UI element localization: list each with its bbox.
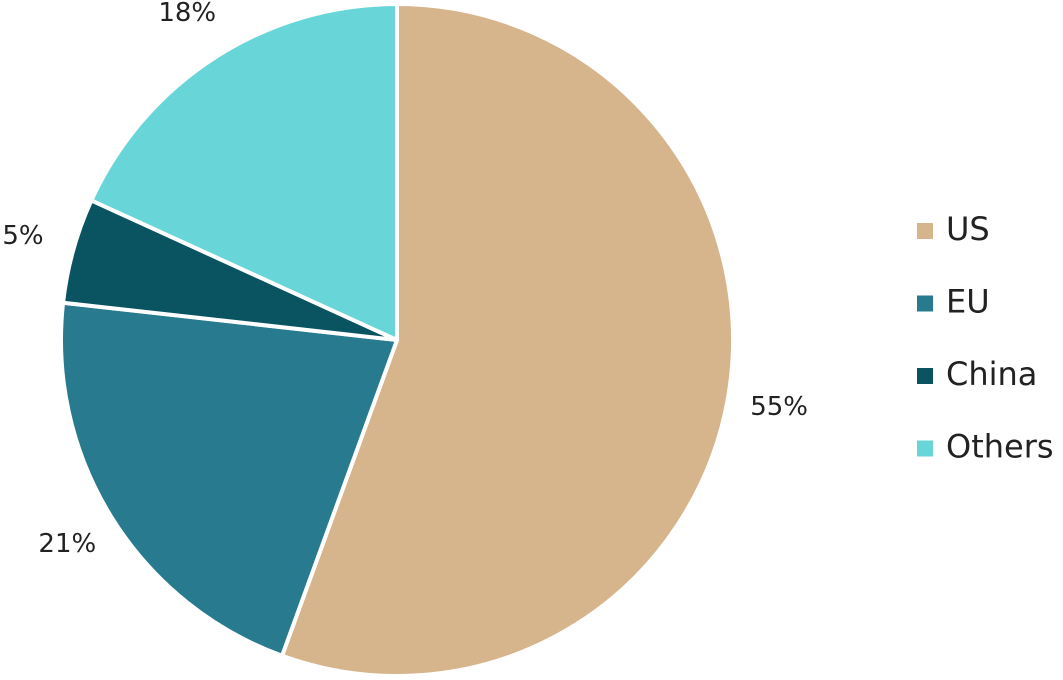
pie-slice (280, 2, 735, 678)
legend-swatch (917, 368, 933, 384)
pie-slice (59, 300, 399, 658)
legend-swatch (917, 295, 933, 312)
legend-label: US (946, 210, 990, 248)
pie-slice (89, 2, 399, 342)
value-label: 18% (158, 0, 216, 28)
legend-label: China (946, 355, 1037, 393)
legend-swatch (917, 223, 933, 239)
legend-label: Others (946, 428, 1054, 466)
value-label: 55% (750, 392, 808, 422)
legend-label: EU (946, 283, 990, 321)
value-label: 21% (38, 529, 96, 559)
value-label: 5% (2, 221, 43, 251)
legend-swatch (917, 440, 933, 457)
